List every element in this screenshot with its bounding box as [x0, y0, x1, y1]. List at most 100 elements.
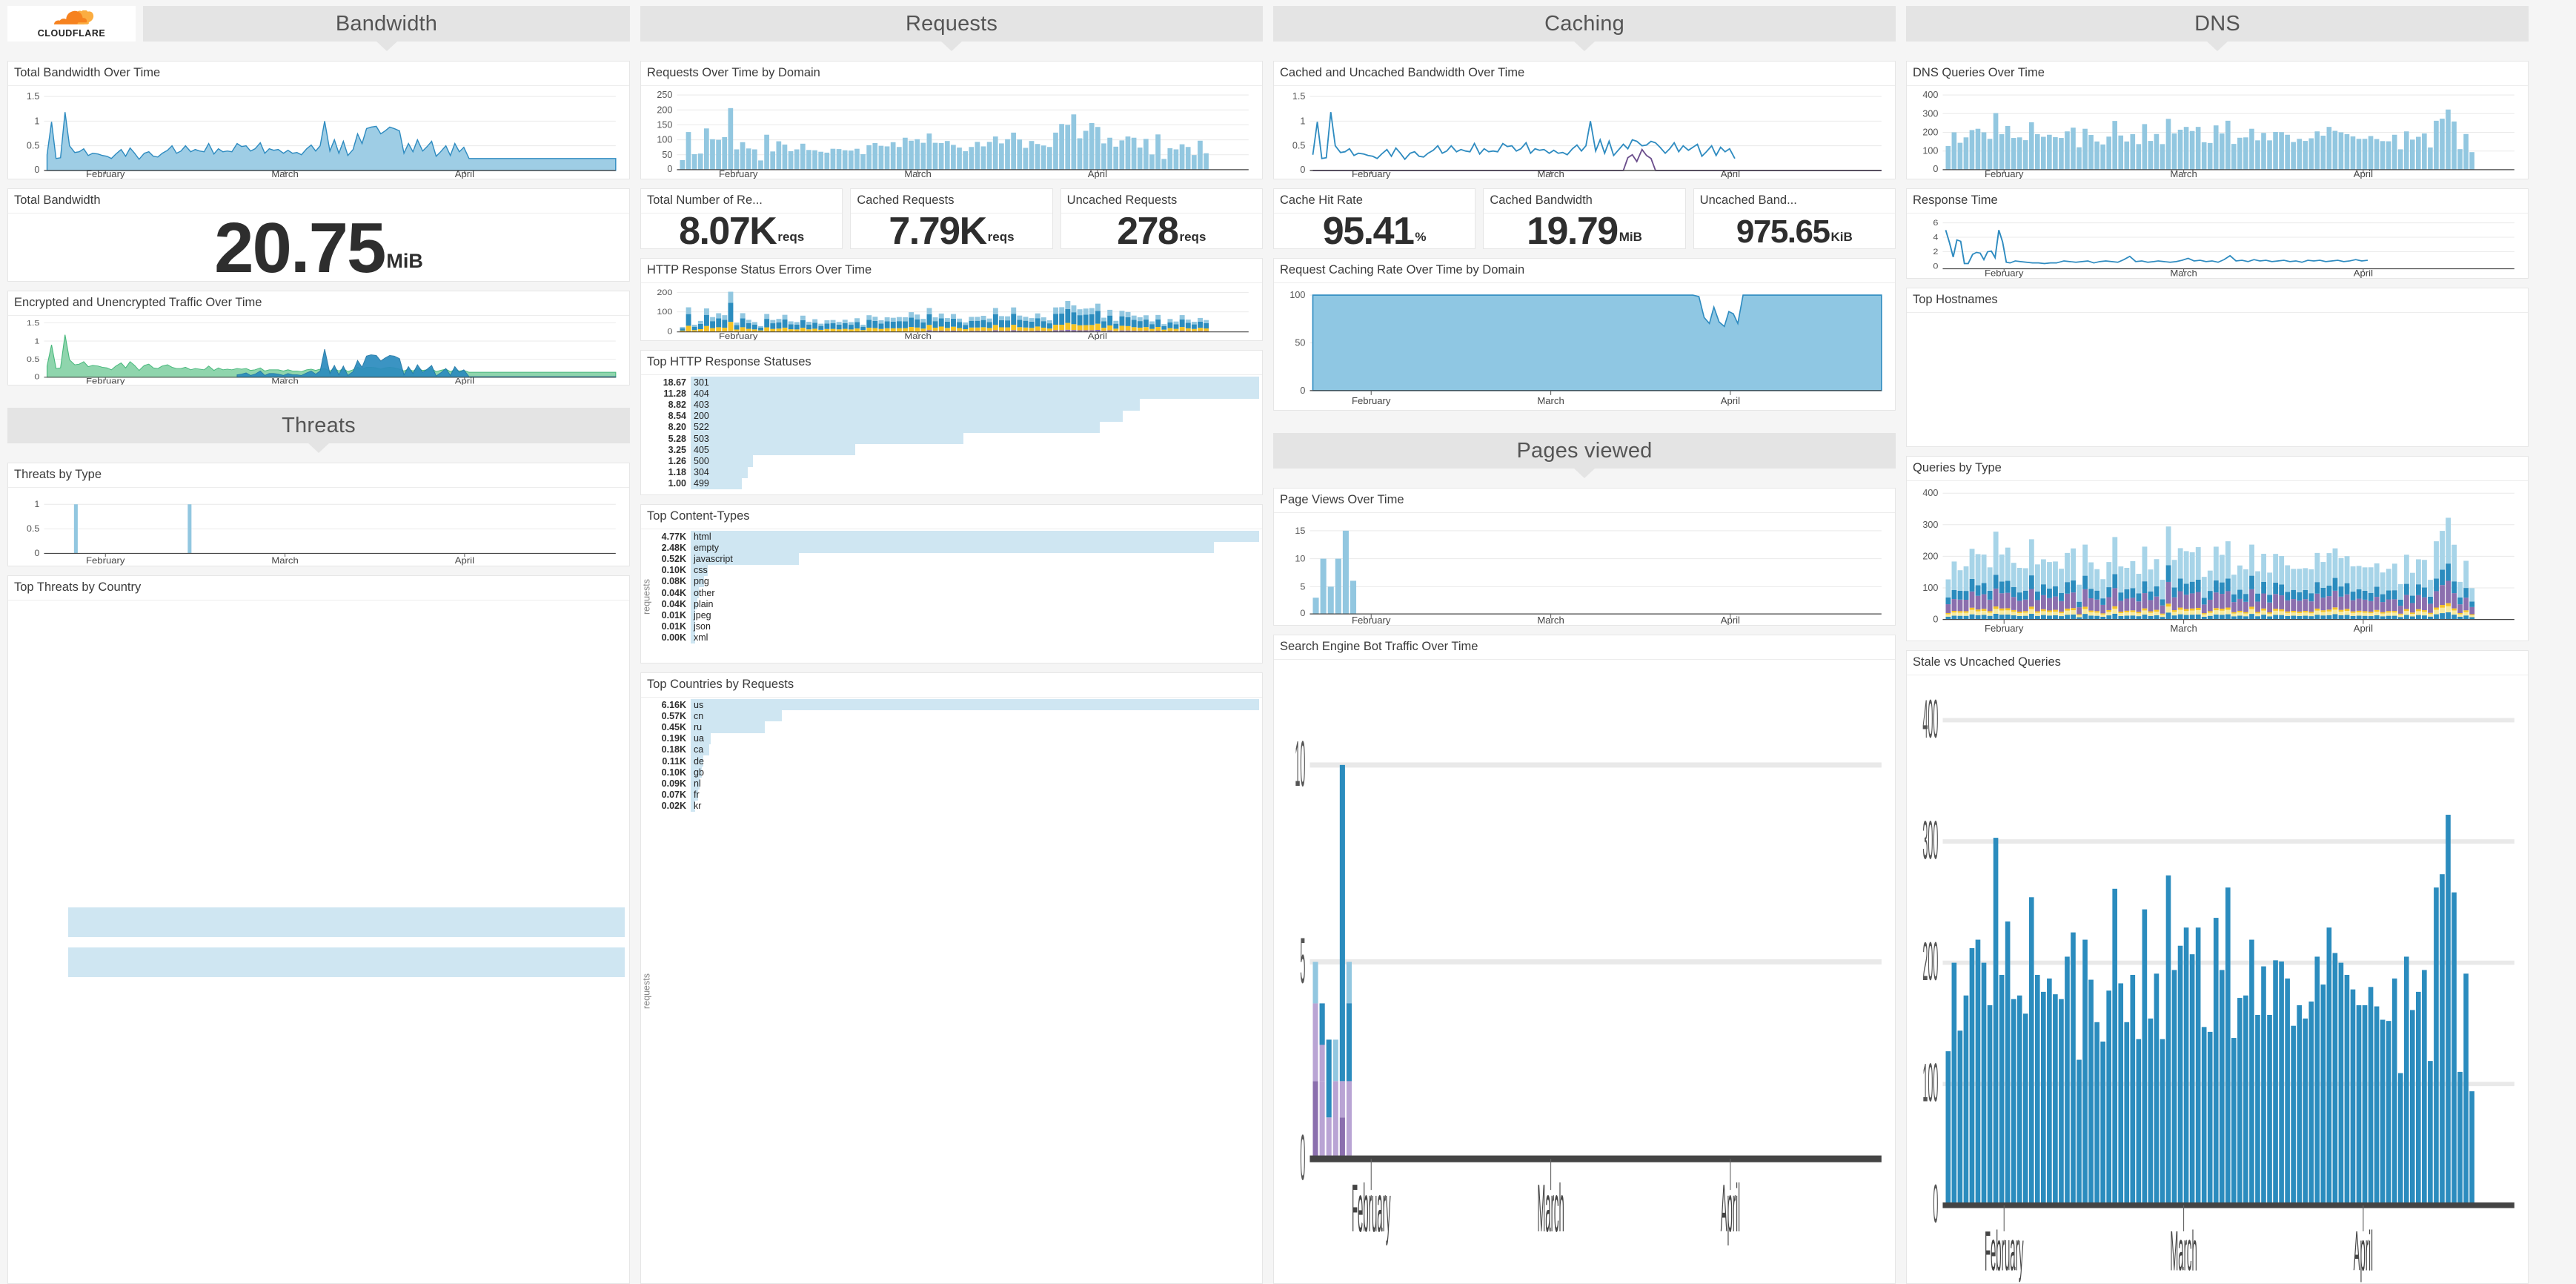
uncached-bandwidth-metric: 975.65 KiB — [1694, 215, 1895, 248]
x-tick-april: April — [455, 556, 474, 566]
svg-text:0: 0 — [1300, 165, 1305, 175]
svg-text:5: 5 — [1300, 581, 1305, 592]
list-item[interactable] — [22, 907, 625, 937]
list-item[interactable]: 2.48K empty — [652, 542, 1259, 554]
svg-text:0: 0 — [1300, 608, 1305, 618]
list-item[interactable]: 8.82 403 — [652, 399, 1259, 411]
row-value: 1.26 — [668, 455, 686, 466]
list-item[interactable]: 0.09K nl — [652, 778, 1259, 790]
svg-text:0: 0 — [1933, 1175, 1938, 1235]
list-item[interactable]: 4.77K html — [652, 531, 1259, 543]
list-item[interactable]: 8.20 522 — [652, 421, 1259, 433]
row-value: 11.28 — [663, 388, 686, 399]
panel-cache-hit-rate: Cache Hit Rate 95.41 % — [1273, 188, 1476, 251]
list-item[interactable]: 0.00K xml — [652, 632, 1259, 643]
metric-unit: MiB — [386, 250, 423, 272]
svg-text:100: 100 — [657, 135, 672, 145]
svg-text:100: 100 — [657, 308, 673, 317]
list-item[interactable]: 1.00 499 — [652, 477, 1259, 489]
list-item[interactable]: 0.02K kr — [652, 800, 1259, 812]
svg-text:0.5: 0.5 — [27, 355, 40, 364]
chart-http-errors-over-time[interactable]: 200 100 0 February March April — [641, 283, 1262, 340]
chart-request-caching-rate[interactable]: 100 50 0 February March April — [1274, 283, 1895, 410]
chart-response-time[interactable]: 6 4 2 0 February March April — [1907, 214, 2528, 278]
x-tick-april: April — [455, 376, 474, 385]
svg-text:1: 1 — [34, 116, 39, 126]
list-item[interactable]: 0.01K json — [652, 621, 1259, 632]
list-item[interactable]: 0.08K png — [652, 575, 1259, 587]
list-item[interactable]: 0.04K plain — [652, 598, 1259, 610]
x-tick-april: April — [1088, 168, 1107, 179]
row-label: gb — [694, 767, 704, 778]
svg-text:200: 200 — [1922, 551, 1938, 561]
row-bar — [691, 632, 696, 643]
chart-encrypted-unencrypted[interactable]: 1.5 1 0.5 0 February March April — [8, 316, 629, 385]
list-item[interactable]: 0.01K jpeg — [652, 609, 1259, 621]
list-item[interactable]: 18.67 301 — [652, 377, 1259, 388]
panel-cached-requests: Cached Requests 7.79K reqs — [850, 188, 1053, 251]
chart-cached-uncached-bandwidth[interactable]: 1.5 1 0.5 0 February March April — [1274, 86, 1895, 179]
list-item[interactable] — [22, 947, 625, 977]
x-tick-april: April — [455, 168, 474, 179]
metric-unit: reqs — [777, 230, 805, 244]
row-bar — [691, 377, 1259, 388]
row-label: 500 — [694, 455, 709, 466]
chart-threats-by-type[interactable]: 1 0.5 0 February March April — [8, 488, 629, 566]
x-tick-march: March — [271, 556, 298, 566]
list-item[interactable]: 6.16K us — [652, 699, 1259, 711]
row-bar — [691, 609, 696, 621]
list-item[interactable]: 3.25 405 — [652, 444, 1259, 456]
list-item[interactable]: 5.28 503 — [652, 432, 1259, 445]
column-dns: DNS DNS Queries Over Time 400 300 200 10… — [1906, 6, 2529, 1284]
list-item[interactable]: 0.45K ru — [652, 721, 1259, 733]
svg-text:6: 6 — [1933, 218, 1938, 228]
x-tick-march: March — [2170, 268, 2197, 278]
row-value: 6.16K — [661, 699, 686, 710]
panel-title: Uncached Requests — [1060, 189, 1262, 214]
list-item[interactable]: 0.10K css — [652, 564, 1259, 576]
list-item[interactable]: 0.18K ca — [652, 744, 1259, 755]
row-bar — [691, 755, 703, 767]
chart-dns-queries-over-time[interactable]: 400 300 200 100 0 February March April — [1907, 86, 2528, 179]
panel-top-http-statuses: Top HTTP Response Statuses 18.67 301 11.28… — [640, 350, 1263, 495]
list-item[interactable]: 0.57K cn — [652, 710, 1259, 722]
metric-value: 20.75 — [214, 208, 386, 288]
metric-value: 8.07K — [679, 209, 777, 253]
list-item[interactable]: 0.52K javascript — [652, 553, 1259, 565]
svg-text:0: 0 — [1300, 1122, 1305, 1194]
svg-text:1.5: 1.5 — [1292, 91, 1306, 102]
section-header-threats: Threats — [7, 408, 630, 443]
section-header-dns: DNS — [1906, 6, 2529, 42]
list-item[interactable]: 11.28 404 — [652, 388, 1259, 400]
chart-stale-vs-uncached[interactable]: 400 300 200 100 0 February March April — [1907, 675, 2528, 1283]
row-bar — [691, 800, 696, 812]
chart-requests-over-time[interactable]: 250 200 150 100 50 0 February March Apri… — [641, 86, 1262, 179]
section-header-requests: Requests — [640, 6, 1263, 42]
chart-queries-by-type[interactable]: 400 300 200 100 0 February March April — [1907, 481, 2528, 641]
list-top-hostnames — [1907, 313, 2528, 446]
list-item[interactable]: 0.07K fr — [652, 789, 1259, 801]
chart-total-bandwidth-over-time[interactable]: 1.5 1 0.5 0 February March April — [8, 86, 629, 179]
chart-search-engine-bot-traffic[interactable]: 10 5 0 — [1274, 660, 1895, 1283]
list-item[interactable]: 0.10K gb — [652, 767, 1259, 778]
list-item[interactable]: 1.18 304 — [652, 466, 1259, 478]
x-tick-february: February — [86, 168, 125, 179]
section-title: DNS — [2194, 11, 2240, 36]
x-tick-march: March — [271, 168, 298, 179]
panel-http-errors-over-time: HTTP Response Status Errors Over Time 20… — [640, 258, 1263, 341]
cache-hit-rate-metric: 95.41 % — [1274, 212, 1475, 251]
row-bar — [691, 598, 698, 610]
list-item[interactable]: 0.11K de — [652, 755, 1259, 767]
panel-title: Top Countries by Requests — [641, 673, 1262, 698]
svg-text:300: 300 — [1922, 811, 1938, 871]
list-item[interactable]: 8.54 200 — [652, 410, 1259, 422]
x-tick-february: February — [1985, 623, 2024, 634]
svg-text:0.5: 0.5 — [1292, 141, 1306, 151]
chart-page-views-over-time[interactable]: 15 10 5 0 February March April — [1274, 513, 1895, 625]
section-header-caching: Caching — [1273, 6, 1896, 42]
list-item[interactable]: 1.26 500 — [652, 455, 1259, 467]
list-item[interactable]: 0.19K ua — [652, 732, 1259, 744]
x-tick-february: February — [1985, 268, 2024, 278]
list-item[interactable]: 0.04K other — [652, 586, 1259, 599]
panel-response-time: Response Time 6 4 2 0 February March — [1906, 188, 2529, 279]
